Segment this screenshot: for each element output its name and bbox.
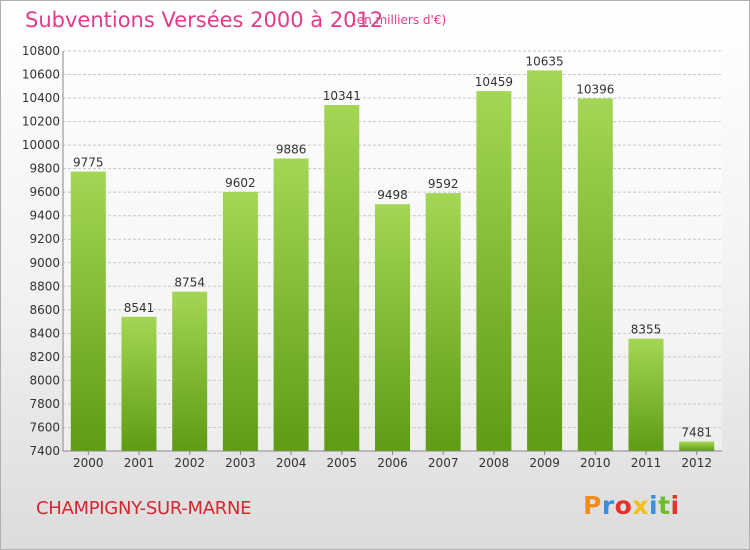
x-tick-label: 2009 <box>529 456 560 470</box>
bar <box>324 105 360 451</box>
data-label: 10396 <box>576 83 614 97</box>
logo-letter: i <box>670 491 680 520</box>
data-label: 9886 <box>276 143 307 157</box>
y-tick-label: 9800 <box>29 162 60 176</box>
data-label: 8355 <box>631 323 662 337</box>
y-tick-label: 8600 <box>29 303 60 317</box>
data-label: 9602 <box>225 176 256 190</box>
y-tick-label: 7400 <box>29 444 60 458</box>
bar <box>425 193 461 451</box>
x-tick-label: 2011 <box>631 456 662 470</box>
y-tick-label: 8800 <box>29 279 60 293</box>
x-tick-label: 2004 <box>276 456 307 470</box>
bar <box>527 70 563 452</box>
data-label: 9498 <box>377 188 408 202</box>
y-tick-label: 8000 <box>29 373 60 387</box>
y-tick-label: 8200 <box>29 350 60 364</box>
city-name: CHAMPIGNY-SUR-MARNE <box>36 498 252 519</box>
x-tick-label: 2002 <box>174 456 205 470</box>
y-tick-label: 10000 <box>22 138 60 152</box>
x-tick-label: 2000 <box>73 456 104 470</box>
x-tick-label: 2010 <box>580 456 611 470</box>
chart-subtitle: (en milliers d'€) <box>352 13 447 27</box>
proxiti-logo: Proxiti <box>583 491 680 520</box>
data-label: 10341 <box>323 89 361 103</box>
y-tick-label: 7600 <box>29 420 60 434</box>
y-tick-label: 10400 <box>22 91 60 105</box>
bar <box>222 191 258 451</box>
bar <box>628 338 664 451</box>
bar <box>172 291 208 451</box>
x-tick-label: 2006 <box>377 456 408 470</box>
bar <box>476 91 512 451</box>
logo-letter: P <box>583 491 602 520</box>
data-label: 9592 <box>428 177 459 191</box>
plot-area: 7400 7600 7800 8000 8200 8400 8600 8800 9000 9200… <box>1 1 749 485</box>
logo-letter: x <box>632 491 649 520</box>
x-tick-label: 2003 <box>225 456 256 470</box>
data-label: 8754 <box>174 276 205 290</box>
bar <box>70 171 106 451</box>
x-tick-label: 2007 <box>428 456 459 470</box>
y-tick-label: 9400 <box>29 209 60 223</box>
x-tick-label: 2008 <box>479 456 510 470</box>
logo-letter: t <box>658 491 671 520</box>
data-label: 7481 <box>681 426 712 440</box>
bar <box>121 316 157 451</box>
y-tick-label: 9600 <box>29 185 60 199</box>
x-tick-label: 2012 <box>681 456 712 470</box>
chart-title: Subventions Versées 2000 à 2012 <box>25 8 384 32</box>
y-tick-label: 9000 <box>29 256 60 270</box>
y-tick-label: 9200 <box>29 232 60 246</box>
y-tick-label: 8400 <box>29 326 60 340</box>
y-tick-label: 7800 <box>29 397 60 411</box>
bar <box>577 98 613 451</box>
x-tick-label: 2001 <box>124 456 155 470</box>
y-tick-label: 10800 <box>22 44 60 58</box>
logo-letter: i <box>649 491 659 520</box>
data-label: 8541 <box>124 301 155 315</box>
logo-letter: o <box>614 491 633 520</box>
bar-chart: 7400 7600 7800 8000 8200 8400 8600 8800 9000 9200… <box>22 44 722 470</box>
x-tick-label: 2005 <box>327 456 358 470</box>
y-tick-label: 10600 <box>22 68 60 82</box>
bar <box>273 158 309 451</box>
data-label: 9775 <box>73 156 104 170</box>
bar <box>679 441 715 451</box>
logo-letter: r <box>601 491 615 520</box>
y-tick-label: 10200 <box>22 115 60 129</box>
data-label: 10635 <box>526 54 564 68</box>
data-label: 10459 <box>475 75 513 89</box>
bar <box>375 204 410 451</box>
